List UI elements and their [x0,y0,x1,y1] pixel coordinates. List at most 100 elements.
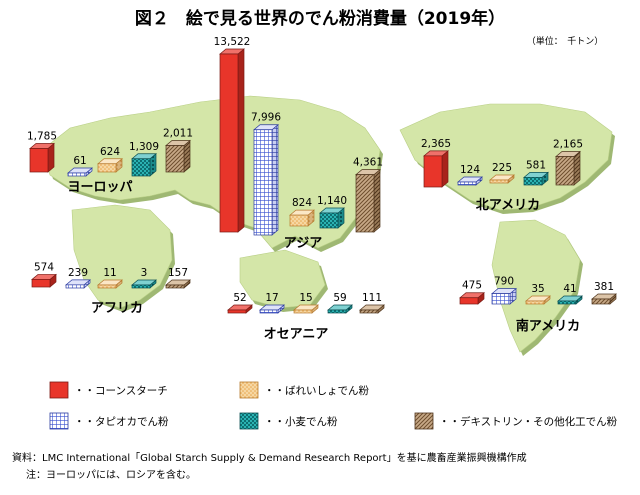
bar-value-label: 790 [494,276,514,288]
bar-value-label: 624 [100,146,120,158]
bar-front [491,293,511,305]
bar-value-label: 239 [68,267,88,279]
bar-tapioca: 61 [67,155,93,177]
region-bars-0: 1,785 61 624 1,309 2,011 [27,128,193,177]
bar-front [227,309,247,314]
bar-cornstarch: 1,785 [27,131,57,173]
region-label-europe: ヨーロッパ [67,180,132,195]
legend-swatch-wheat [239,412,259,430]
bar-front [557,300,577,305]
bar-front [457,181,477,186]
bar-front [97,284,117,289]
region-bars-5: 475 790 35 41 381 [459,276,617,305]
unit-label: （単位： 千トン） [527,35,604,47]
bar-value-label: 11 [103,267,116,279]
bar-value-label: 2,165 [553,139,583,151]
bar-potato: 824 [289,197,315,227]
bar-groups: 1,785 61 624 1,309 2,011 13,522 7,996 824 1,140 4… [27,36,617,314]
bar-value-label: 2,011 [163,128,193,140]
bar-potato: 624 [97,146,123,173]
bar-front [319,212,339,229]
bar-front [293,309,313,314]
bar-potato: 15 [293,292,319,314]
bar-value-label: 124 [460,164,480,176]
bar-value-label: 225 [492,162,512,174]
bar-wheat: 3 [131,267,157,289]
bar-dextrin: 4,361 [353,157,383,233]
bar-value-label: 13,522 [214,36,251,48]
legend-label-tapioca: ・・タピオカでん粉 [74,415,169,428]
bar-value-label: 1,309 [129,141,159,153]
bar-value-label: 41 [563,283,576,295]
bar-side [573,150,581,186]
bar-wheat: 581 [523,159,549,186]
bar-potato: 11 [97,267,123,289]
bar-front [253,129,273,236]
bar-value-label: 35 [531,283,544,295]
bar-front [459,297,479,305]
legend-item-potato: ・・ばれいしょでん粉 [239,381,369,399]
bar-side [373,168,381,233]
bar-value-label: 52 [233,292,246,304]
legend-swatch-tapioca [49,412,69,430]
region-bars-1: 13,522 7,996 824 1,140 4,361 [214,36,383,236]
bar-value-label: 15 [299,292,312,304]
bar-value-label: 574 [34,261,54,273]
bar-side [237,48,245,233]
bar-front [67,172,87,177]
bar-front [327,309,347,314]
bar-cornstarch: 475 [459,280,485,305]
bar-value-label: 581 [526,159,546,171]
bar-dextrin: 2,011 [163,128,193,173]
bar-dextrin: 381 [591,281,617,305]
legend-label-dextrin: ・・デキストリン・その他化工でん粉 [439,415,618,428]
legend-item-wheat: ・・小麦でん粉 [239,412,338,430]
bar-wheat: 59 [327,292,353,314]
legend-label-potato: ・・ばれいしょでん粉 [264,384,369,397]
source-note: 資料：LMC International「Global Starch Suppl… [12,451,527,464]
bar-value-label: 1,785 [27,131,57,143]
bar-tapioca: 17 [259,292,285,314]
bar-tapioca: 124 [457,164,483,186]
footnote: 注：ヨーロッパには、ロシアを含む。 [26,468,196,481]
bar-front [29,148,49,173]
bar-wheat: 1,309 [129,141,159,177]
bar-value-label: 4,361 [353,157,383,169]
region-labels: ヨーロッパ アジア 北アメリカ アフリカ オセアニア 南アメリカ [67,180,580,342]
bar-front [355,174,375,233]
bar-cornstarch: 2,365 [421,138,451,188]
bar-side [183,139,191,173]
legend: ・・コーンスターチ ・・ばれいしょでん粉 ・・タピオカでん粉 ・・小麦でん粉 ・… [49,381,618,430]
bar-cornstarch: 13,522 [214,36,251,233]
bar-cornstarch: 52 [227,292,253,314]
region-label-south-america: 南アメリカ [516,318,580,334]
region-label-asia: アジア [284,236,322,251]
bar-wheat: 1,140 [317,195,347,229]
bar-front [165,284,185,289]
bar-side [271,123,279,236]
bar-front [97,163,117,173]
bar-potato: 35 [525,283,551,305]
region-bars-4: 52 17 15 59 111 [227,292,385,314]
bar-dextrin: 111 [359,292,385,314]
bar-front [259,309,279,314]
bar-front [523,177,543,186]
region-label-oceania: オセアニア [264,327,329,342]
bar-tapioca: 790 [491,276,517,305]
bar-front [489,179,509,184]
bar-value-label: 17 [265,292,278,304]
bar-value-label: 1,140 [317,195,347,207]
legend-label-wheat: ・・小麦でん粉 [264,415,338,428]
bar-wheat: 41 [557,283,583,305]
region-bars-2: 2,365 124 225 581 2,165 [421,138,583,188]
bar-value-label: 824 [292,197,312,209]
bar-front [131,158,151,177]
bar-value-label: 3 [141,267,148,279]
legend-label-cornstarch: ・・コーンスターチ [74,385,168,397]
legend-swatch-dextrin [414,412,434,430]
bar-potato: 225 [489,162,515,184]
bar-front [359,309,379,314]
bar-value-label: 111 [362,292,382,304]
legend-item-cornstarch: ・・コーンスターチ [49,381,168,399]
